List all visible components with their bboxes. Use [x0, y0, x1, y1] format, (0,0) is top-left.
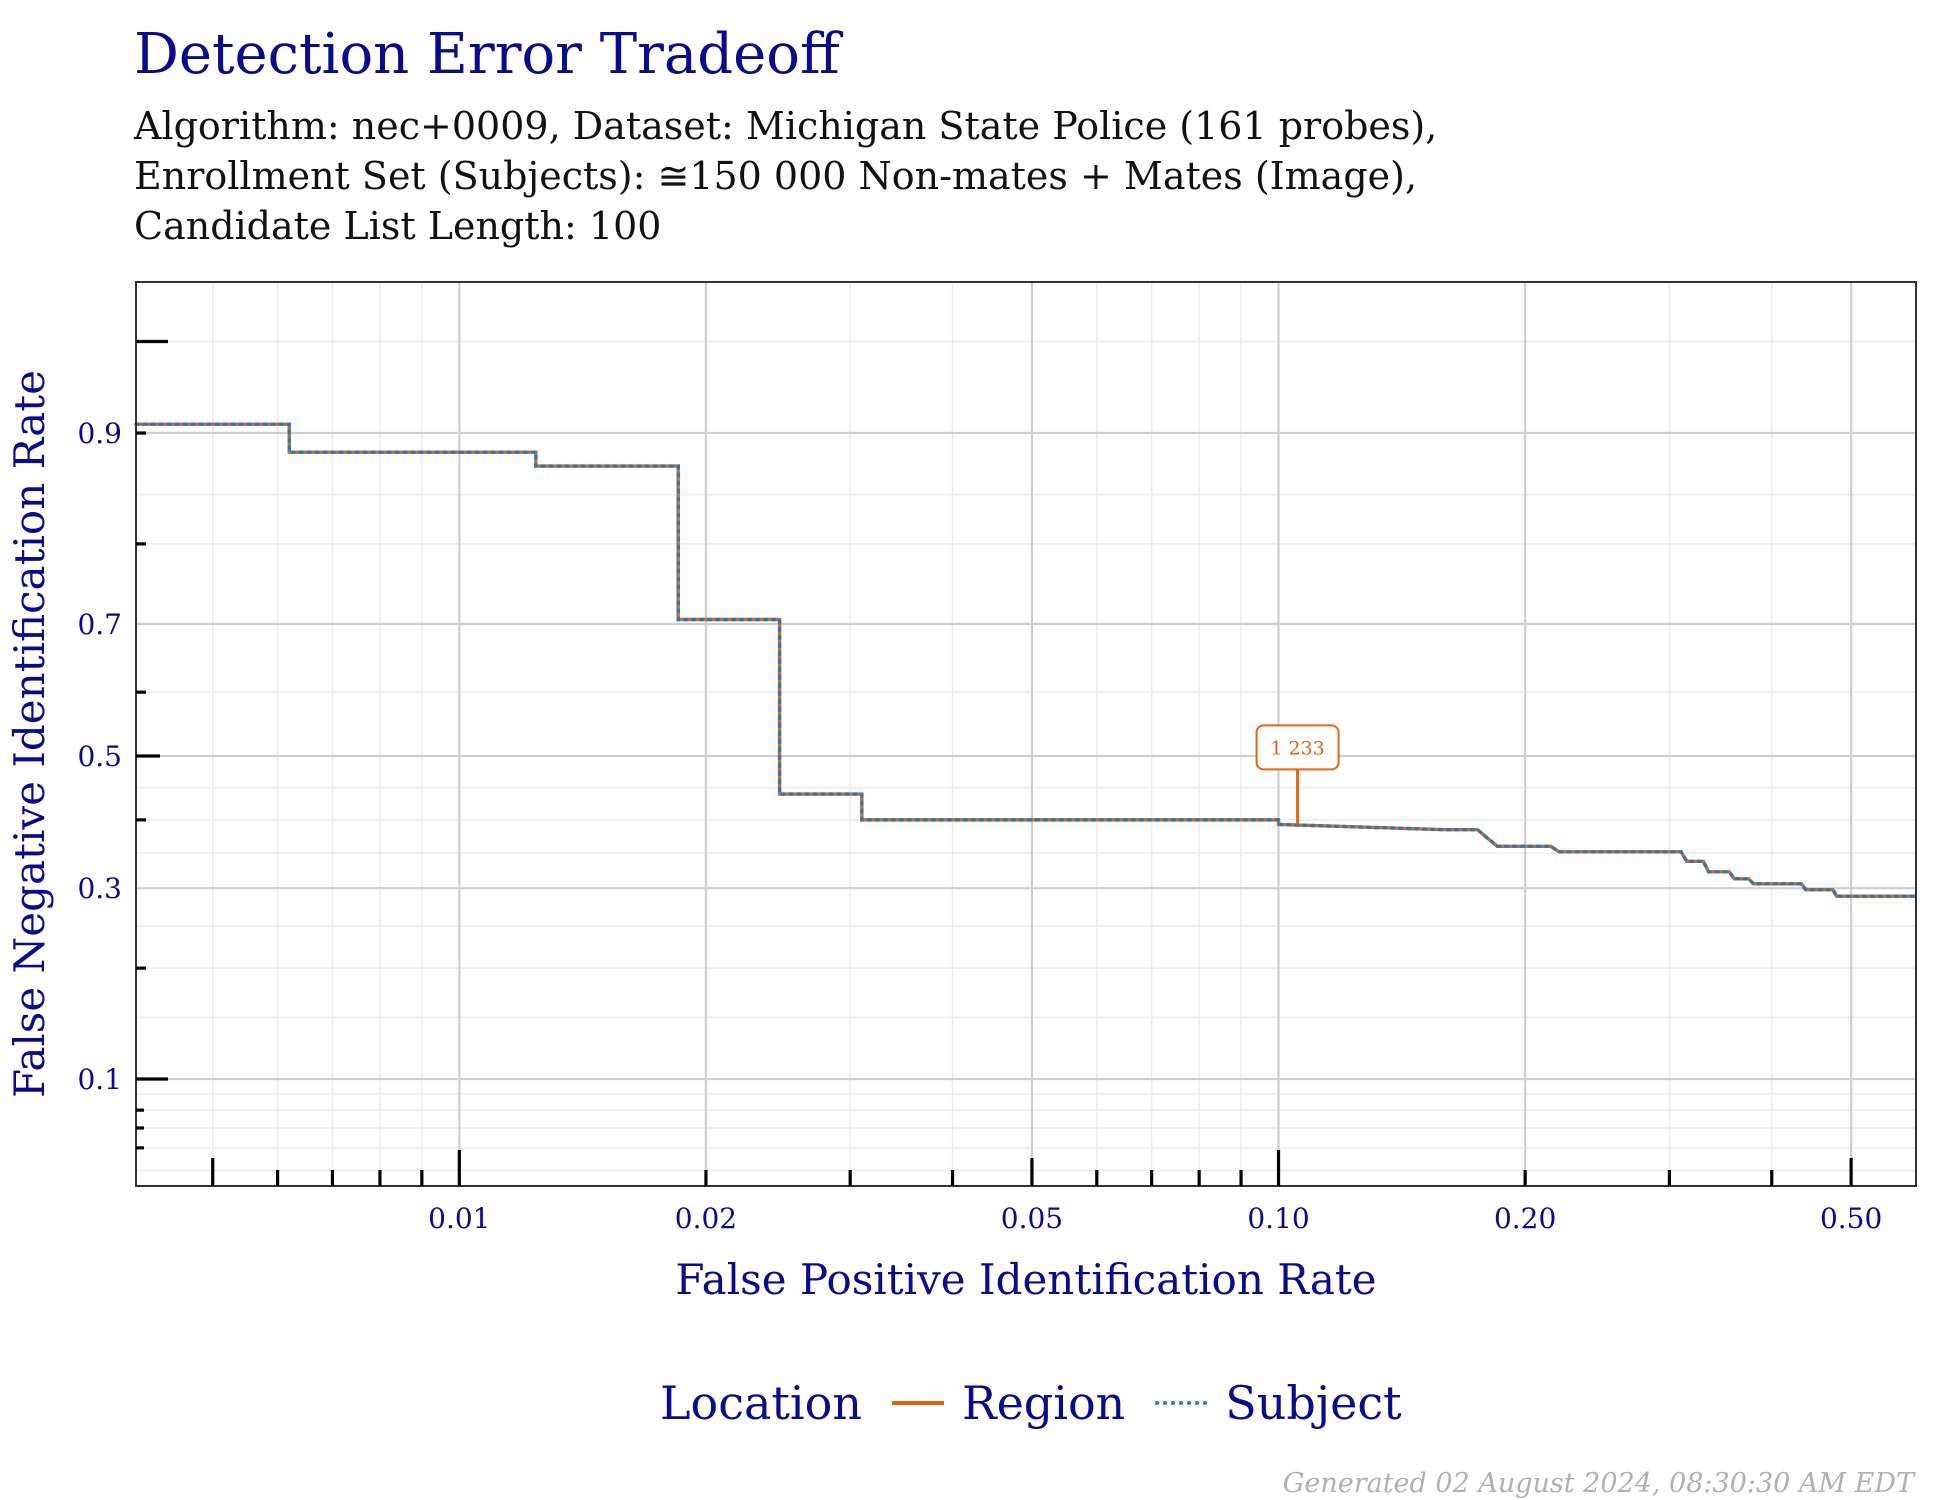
generated-timestamp: Generated 02 August 2024, 08:30:30 AM ED…: [1282, 1468, 1914, 1499]
chart-title: Detection Error Tradeoff: [134, 22, 840, 87]
annotation-label: 1 233: [1270, 737, 1324, 759]
x-tick-labels: 0.01 0.02 0.05 0.10 0.20 0.50: [428, 1202, 1882, 1235]
y-axis-label: False Negative Identification Rate: [5, 370, 54, 1098]
chart-subtitle-line-1: Algorithm: nec+0009, Dataset: Michigan S…: [134, 104, 1438, 148]
axis-minor-ticks: [136, 339, 1853, 1186]
legend-label-subject: Subject: [1225, 1376, 1402, 1430]
x-tick-label: 0.05: [1001, 1202, 1063, 1235]
chart-subtitle-line-2: Enrollment Set (Subjects): ≅150 000 Non-…: [134, 154, 1418, 198]
x-tick-label: 0.50: [1820, 1202, 1882, 1235]
x-tick-label: 0.10: [1247, 1202, 1309, 1235]
y-tick-label: 0.1: [77, 1063, 122, 1096]
x-tick-label: 0.01: [428, 1202, 490, 1235]
y-tick-label: 0.9: [77, 417, 122, 450]
legend-key-region: [891, 1401, 944, 1405]
x-tick-label: 0.20: [1494, 1202, 1556, 1235]
series-layer: [134, 422, 1918, 898]
annotation-label-box: [1255, 724, 1340, 771]
annotation-layer: 1 233: [1255, 724, 1340, 825]
plot-panel-border: [135, 281, 1917, 1187]
x-tick-label: 0.02: [675, 1202, 737, 1235]
y-tick-label: 0.5: [77, 740, 122, 773]
chart-subtitle-line-3: Candidate List Length: 100: [134, 204, 662, 248]
minor-gridlines: [136, 282, 1916, 1186]
legend-key-subject: [1155, 1401, 1208, 1405]
major-gridlines: [136, 282, 1916, 1186]
y-tick-label: 0.3: [77, 872, 122, 905]
series-line-subject: [134, 422, 1918, 898]
y-tick-labels: 0.1 0.3 0.5 0.7 0.9: [77, 417, 122, 1096]
y-tick-label: 0.7: [77, 608, 122, 641]
legend: Location Region Subject: [0, 1368, 1950, 1438]
x-axis-label: False Positive Identification Rate: [675, 1255, 1376, 1304]
legend-label-region: Region: [961, 1376, 1126, 1430]
legend-title: Location: [660, 1376, 862, 1430]
det-chart: 1 233 0.01 0.02 0.05 0.10 0.20 0.50 0.1 0.3 0.5…: [5, 281, 1918, 1304]
